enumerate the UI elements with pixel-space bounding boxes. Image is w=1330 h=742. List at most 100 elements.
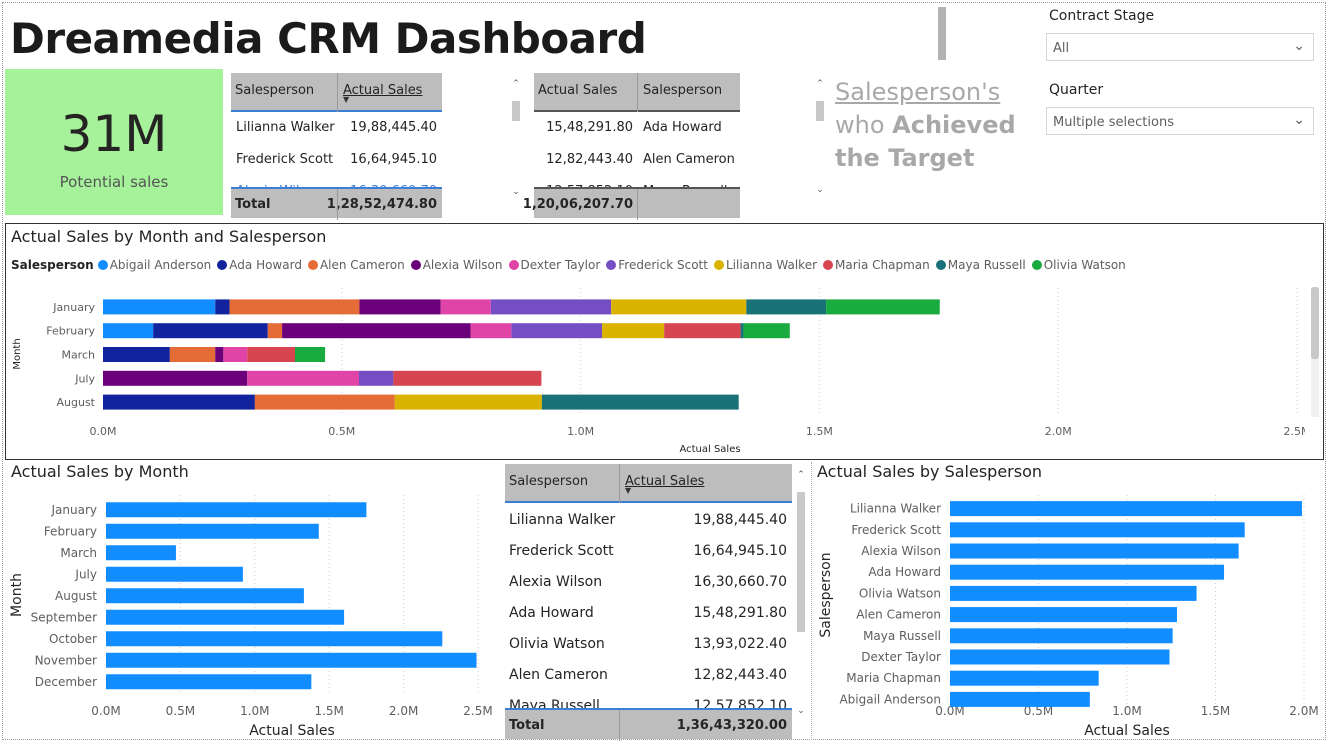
bar[interactable] — [950, 607, 1177, 623]
bar-segment[interactable] — [826, 299, 940, 315]
bar-segment[interactable] — [103, 370, 248, 386]
table2-scrollbar[interactable]: ⌃ ⌄ — [815, 75, 825, 209]
column-header-salesperson[interactable]: Salesperson — [235, 83, 315, 98]
salesperson-sales-table-top[interactable]: Salesperson Actual Sales ▼ Lilianna Walk… — [231, 73, 442, 220]
column-header-salesperson[interactable]: Salesperson — [643, 83, 723, 98]
bar-segment[interactable] — [247, 370, 359, 386]
bar-segment[interactable] — [294, 347, 326, 362]
scroll-thumb[interactable] — [816, 101, 824, 121]
table3-scrollbar[interactable]: ⌃ ⌄ — [796, 466, 806, 730]
table-row[interactable]: Ada Howard 15,48,291.80 — [505, 596, 792, 628]
bar-segment[interactable] — [215, 347, 224, 362]
bar[interactable] — [106, 502, 367, 518]
scroll-up-icon[interactable]: ⌃ — [512, 79, 520, 89]
bar-segment[interactable] — [394, 394, 542, 410]
column-header-actual-sales[interactable]: Actual Sales — [625, 474, 705, 489]
bar-segment[interactable] — [254, 394, 395, 410]
bar[interactable] — [106, 674, 312, 690]
table-row[interactable]: Alexia Wilson 16,30,660.70 — [231, 176, 442, 187]
legend-item-maya-russell[interactable]: Maya Russell — [935, 258, 1026, 272]
stacked-chart-scrollbar[interactable] — [1311, 287, 1319, 417]
bar[interactable] — [106, 652, 477, 668]
legend-item-ada-howard[interactable]: Ada Howard — [217, 258, 302, 272]
scroll-down-icon[interactable]: ⌄ — [816, 185, 824, 195]
table-row[interactable]: 15,48,291.80 Ada Howard — [534, 112, 740, 144]
legend-item-maria-chapman[interactable]: Maria Chapman — [823, 258, 930, 272]
bar-segment[interactable] — [746, 299, 827, 315]
stacked-chart-frame[interactable] — [5, 223, 1324, 460]
bar[interactable] — [106, 545, 176, 561]
table-row[interactable]: Maya Russell 12,57,852.10 — [505, 689, 792, 708]
bar-segment[interactable] — [740, 323, 744, 339]
legend-item-dexter-taylor[interactable]: Dexter Taylor — [508, 258, 600, 272]
bar-segment[interactable] — [743, 323, 790, 339]
table-row[interactable]: Frederick Scott 16,64,945.10 — [231, 144, 442, 176]
table-row[interactable]: Lilianna Walker 19,88,445.40 — [231, 112, 442, 144]
scroll-down-icon[interactable]: ⌄ — [797, 706, 805, 716]
scroll-thumb[interactable] — [512, 101, 520, 121]
table-row[interactable]: Frederick Scott 16,64,945.10 — [505, 534, 792, 566]
potential-sales-card[interactable]: 31M Potential sales — [5, 69, 223, 215]
scroll-thumb[interactable] — [797, 492, 805, 632]
sales-salesperson-table-top[interactable]: Actual Sales Salesperson 15,48,291.80 Ad… — [523, 73, 740, 220]
table-row[interactable]: 12,57,852.10 Maya Russell — [534, 176, 740, 187]
legend-item-alen-cameron[interactable]: Alen Cameron — [307, 258, 405, 272]
bar[interactable] — [106, 566, 243, 582]
bar-segment[interactable] — [611, 299, 747, 315]
table1-scrollbar[interactable]: ⌃ ⌄ — [511, 75, 521, 215]
table-row[interactable]: 12,82,443.40 Alen Cameron — [534, 144, 740, 176]
bar-segment[interactable] — [541, 394, 739, 410]
bar[interactable] — [950, 585, 1197, 601]
scroll-up-icon[interactable]: ⌃ — [797, 470, 805, 480]
bar[interactable] — [950, 691, 1090, 707]
legend-item-abigail-anderson[interactable]: Abigail Anderson — [97, 258, 211, 272]
quarter-dropdown[interactable]: Multiple selections ⌄ — [1046, 107, 1314, 135]
bar-segment[interactable] — [169, 347, 216, 362]
column-header-actual-sales[interactable]: Actual Sales — [343, 83, 423, 98]
bar-segment[interactable] — [215, 299, 230, 315]
bar-segment[interactable] — [440, 299, 491, 315]
legend-item-lilianna-walker[interactable]: Lilianna Walker — [713, 258, 817, 272]
bar-segment[interactable] — [602, 323, 665, 339]
bar-segment[interactable] — [511, 323, 603, 339]
bar[interactable] — [950, 501, 1302, 517]
scroll-down-icon[interactable]: ⌄ — [512, 187, 520, 197]
bar-segment[interactable] — [490, 299, 612, 315]
bar-segment[interactable] — [153, 323, 268, 339]
bar-segment[interactable] — [103, 299, 216, 315]
scroll-up-icon[interactable]: ⌃ — [816, 79, 824, 89]
salesperson-sales-table-bottom[interactable]: Salesperson Actual Sales ▼ Lilianna Walk… — [505, 464, 792, 741]
bar[interactable] — [106, 588, 304, 604]
bar-segment[interactable] — [359, 299, 441, 315]
bar-segment[interactable] — [103, 323, 154, 339]
table-row[interactable]: Olivia Watson 13,93,022.40 — [505, 627, 792, 659]
bar-segment[interactable] — [103, 394, 255, 410]
bar[interactable] — [950, 522, 1245, 538]
bar-segment[interactable] — [247, 347, 295, 362]
table-row[interactable]: Alen Cameron 12,82,443.40 — [505, 658, 792, 690]
column-header-salesperson[interactable]: Salesperson — [509, 474, 589, 489]
bar[interactable] — [106, 609, 345, 625]
bar[interactable] — [950, 564, 1225, 580]
bar-segment[interactable] — [358, 370, 394, 386]
bar[interactable] — [950, 628, 1173, 644]
bar-segment[interactable] — [664, 323, 741, 339]
scroll-thumb[interactable] — [1311, 287, 1319, 359]
bar-segment[interactable] — [267, 323, 283, 339]
table-row[interactable]: Alexia Wilson 16,30,660.70 — [505, 565, 792, 597]
bar-segment[interactable] — [103, 347, 170, 362]
bar[interactable] — [950, 649, 1170, 665]
bar-segment[interactable] — [470, 323, 512, 339]
bar[interactable] — [106, 523, 319, 539]
legend-item-olivia-watson[interactable]: Olivia Watson — [1031, 258, 1126, 272]
bar-segment[interactable] — [229, 299, 360, 315]
bar[interactable] — [950, 670, 1099, 686]
contract-stage-dropdown[interactable]: All ⌄ — [1046, 33, 1314, 61]
bar[interactable] — [106, 631, 443, 647]
table-row[interactable]: Lilianna Walker 19,88,445.40 — [505, 503, 792, 535]
bar-segment[interactable] — [393, 370, 542, 386]
bar[interactable] — [950, 543, 1239, 559]
legend-item-alexia-wilson[interactable]: Alexia Wilson — [410, 258, 503, 272]
column-header-actual-sales[interactable]: Actual Sales — [538, 83, 618, 98]
bar-segment[interactable] — [282, 323, 471, 339]
